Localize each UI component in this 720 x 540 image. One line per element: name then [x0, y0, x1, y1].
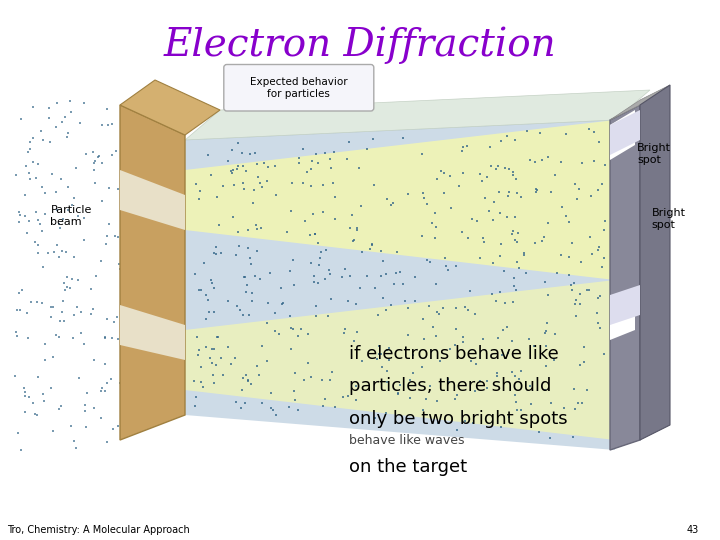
- Text: Bright
spot: Bright spot: [652, 208, 685, 230]
- Text: 43: 43: [686, 524, 698, 535]
- Text: if electrons behave like: if electrons behave like: [349, 345, 559, 363]
- FancyBboxPatch shape: [224, 64, 374, 111]
- Text: Tro, Chemistry: A Molecular Approach: Tro, Chemistry: A Molecular Approach: [7, 524, 190, 535]
- Polygon shape: [120, 105, 185, 440]
- Text: Electron Diffraction: Electron Diffraction: [163, 27, 557, 64]
- Polygon shape: [640, 85, 670, 440]
- Text: particles, there should: particles, there should: [349, 377, 552, 395]
- Polygon shape: [610, 285, 640, 325]
- Polygon shape: [185, 90, 650, 140]
- Text: Expected behavior
for particles: Expected behavior for particles: [250, 77, 348, 98]
- Text: Particle
beam: Particle beam: [50, 205, 91, 227]
- Polygon shape: [185, 120, 615, 450]
- Text: only be two bright spots: only be two bright spots: [349, 409, 568, 428]
- Polygon shape: [610, 110, 640, 155]
- Polygon shape: [120, 80, 220, 135]
- Polygon shape: [610, 295, 635, 340]
- Polygon shape: [610, 105, 640, 450]
- Polygon shape: [610, 110, 635, 160]
- Polygon shape: [185, 280, 615, 440]
- Polygon shape: [610, 85, 670, 120]
- Text: behave like waves: behave like waves: [349, 434, 464, 447]
- Polygon shape: [120, 170, 185, 230]
- Text: on the target: on the target: [349, 458, 467, 476]
- Text: Bright
spot: Bright spot: [637, 143, 671, 165]
- Polygon shape: [185, 120, 615, 280]
- Polygon shape: [120, 305, 185, 360]
